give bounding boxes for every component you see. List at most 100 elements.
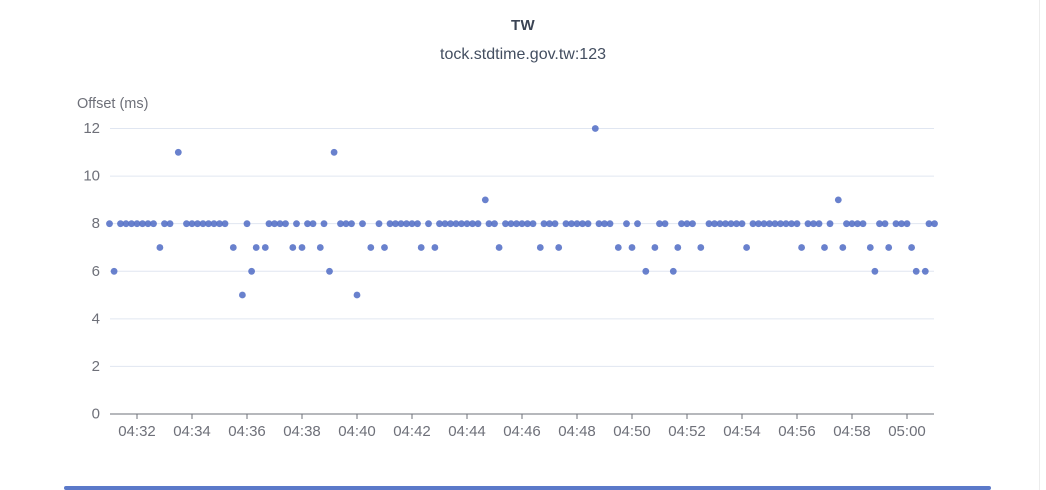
data-point[interactable]: [518, 220, 526, 228]
data-point[interactable]: [908, 244, 915, 251]
data-point[interactable]: [139, 220, 146, 228]
data-point[interactable]: [188, 220, 196, 228]
data-point[interactable]: [705, 220, 713, 228]
data-point[interactable]: [777, 220, 784, 228]
data-point[interactable]: [669, 267, 677, 275]
data-point[interactable]: [436, 220, 443, 228]
data-point[interactable]: [722, 220, 729, 228]
data-point[interactable]: [458, 220, 465, 228]
data-point[interactable]: [743, 244, 750, 251]
data-point[interactable]: [128, 220, 135, 228]
data-point[interactable]: [804, 220, 812, 228]
data-point[interactable]: [634, 220, 641, 228]
data-point[interactable]: [614, 244, 622, 251]
data-point[interactable]: [854, 220, 861, 228]
data-point[interactable]: [507, 220, 515, 228]
data-point[interactable]: [697, 244, 705, 251]
data-point[interactable]: [826, 220, 834, 228]
data-point[interactable]: [425, 220, 432, 228]
data-point[interactable]: [546, 220, 553, 228]
data-point[interactable]: [755, 220, 762, 228]
data-point[interactable]: [392, 220, 399, 228]
data-point[interactable]: [749, 220, 757, 228]
data-point[interactable]: [414, 220, 421, 228]
data-point[interactable]: [601, 220, 608, 228]
data-point[interactable]: [252, 244, 260, 251]
data-point[interactable]: [309, 220, 317, 228]
data-point[interactable]: [342, 220, 350, 228]
data-point[interactable]: [529, 220, 537, 228]
data-point[interactable]: [150, 220, 157, 228]
data-point[interactable]: [122, 220, 130, 228]
data-point[interactable]: [337, 220, 344, 228]
data-point[interactable]: [353, 291, 361, 299]
data-point[interactable]: [133, 220, 141, 228]
data-point[interactable]: [330, 148, 338, 156]
data-point[interactable]: [683, 220, 691, 228]
data-point[interactable]: [661, 220, 669, 228]
data-point[interactable]: [271, 220, 278, 228]
data-point[interactable]: [298, 244, 306, 251]
data-point[interactable]: [289, 244, 297, 251]
data-point[interactable]: [166, 220, 174, 228]
data-point[interactable]: [463, 220, 471, 228]
data-point[interactable]: [760, 220, 768, 228]
data-point[interactable]: [156, 244, 164, 251]
data-point[interactable]: [771, 220, 779, 228]
data-point[interactable]: [834, 196, 842, 204]
data-point[interactable]: [871, 267, 879, 275]
data-point[interactable]: [651, 244, 659, 251]
data-point[interactable]: [925, 220, 933, 228]
data-point[interactable]: [876, 220, 883, 228]
data-point[interactable]: [293, 220, 300, 228]
data-point[interactable]: [573, 220, 581, 228]
data-point[interactable]: [579, 220, 586, 228]
data-point[interactable]: [417, 244, 425, 251]
data-point[interactable]: [304, 220, 311, 228]
data-point[interactable]: [381, 244, 388, 251]
data-point[interactable]: [562, 220, 570, 228]
data-point[interactable]: [316, 244, 324, 251]
data-point[interactable]: [485, 220, 493, 228]
data-point[interactable]: [474, 220, 482, 228]
data-point[interactable]: [931, 220, 938, 228]
data-point[interactable]: [815, 220, 823, 228]
data-point[interactable]: [591, 125, 599, 132]
data-point[interactable]: [502, 220, 509, 228]
data-point[interactable]: [367, 244, 375, 251]
data-point[interactable]: [848, 220, 856, 228]
data-point[interactable]: [798, 244, 805, 251]
data-point[interactable]: [261, 244, 269, 251]
data-point[interactable]: [491, 220, 498, 228]
data-point[interactable]: [359, 220, 366, 228]
data-point[interactable]: [568, 220, 575, 228]
data-point[interactable]: [403, 220, 410, 228]
data-point[interactable]: [881, 220, 889, 228]
data-point[interactable]: [912, 267, 920, 275]
data-point[interactable]: [716, 220, 724, 228]
data-point[interactable]: [727, 220, 735, 228]
data-point[interactable]: [174, 148, 182, 156]
data-point[interactable]: [674, 244, 682, 251]
data-point[interactable]: [766, 220, 773, 228]
data-point[interactable]: [441, 220, 449, 228]
data-point[interactable]: [481, 196, 489, 204]
data-point[interactable]: [229, 244, 237, 251]
data-point[interactable]: [431, 244, 439, 251]
data-point[interactable]: [810, 220, 817, 228]
data-point[interactable]: [183, 220, 190, 228]
data-point[interactable]: [495, 244, 503, 251]
data-point[interactable]: [595, 220, 603, 228]
data-point[interactable]: [866, 244, 874, 251]
data-point[interactable]: [248, 267, 256, 275]
data-point[interactable]: [793, 220, 801, 228]
data-point[interactable]: [194, 220, 201, 228]
data-point[interactable]: [689, 220, 696, 228]
data-point[interactable]: [144, 220, 152, 228]
data-point[interactable]: [711, 220, 718, 228]
data-point[interactable]: [320, 220, 328, 228]
data-point[interactable]: [903, 220, 911, 228]
data-point[interactable]: [584, 220, 592, 228]
data-point[interactable]: [678, 220, 685, 228]
data-point[interactable]: [469, 220, 476, 228]
